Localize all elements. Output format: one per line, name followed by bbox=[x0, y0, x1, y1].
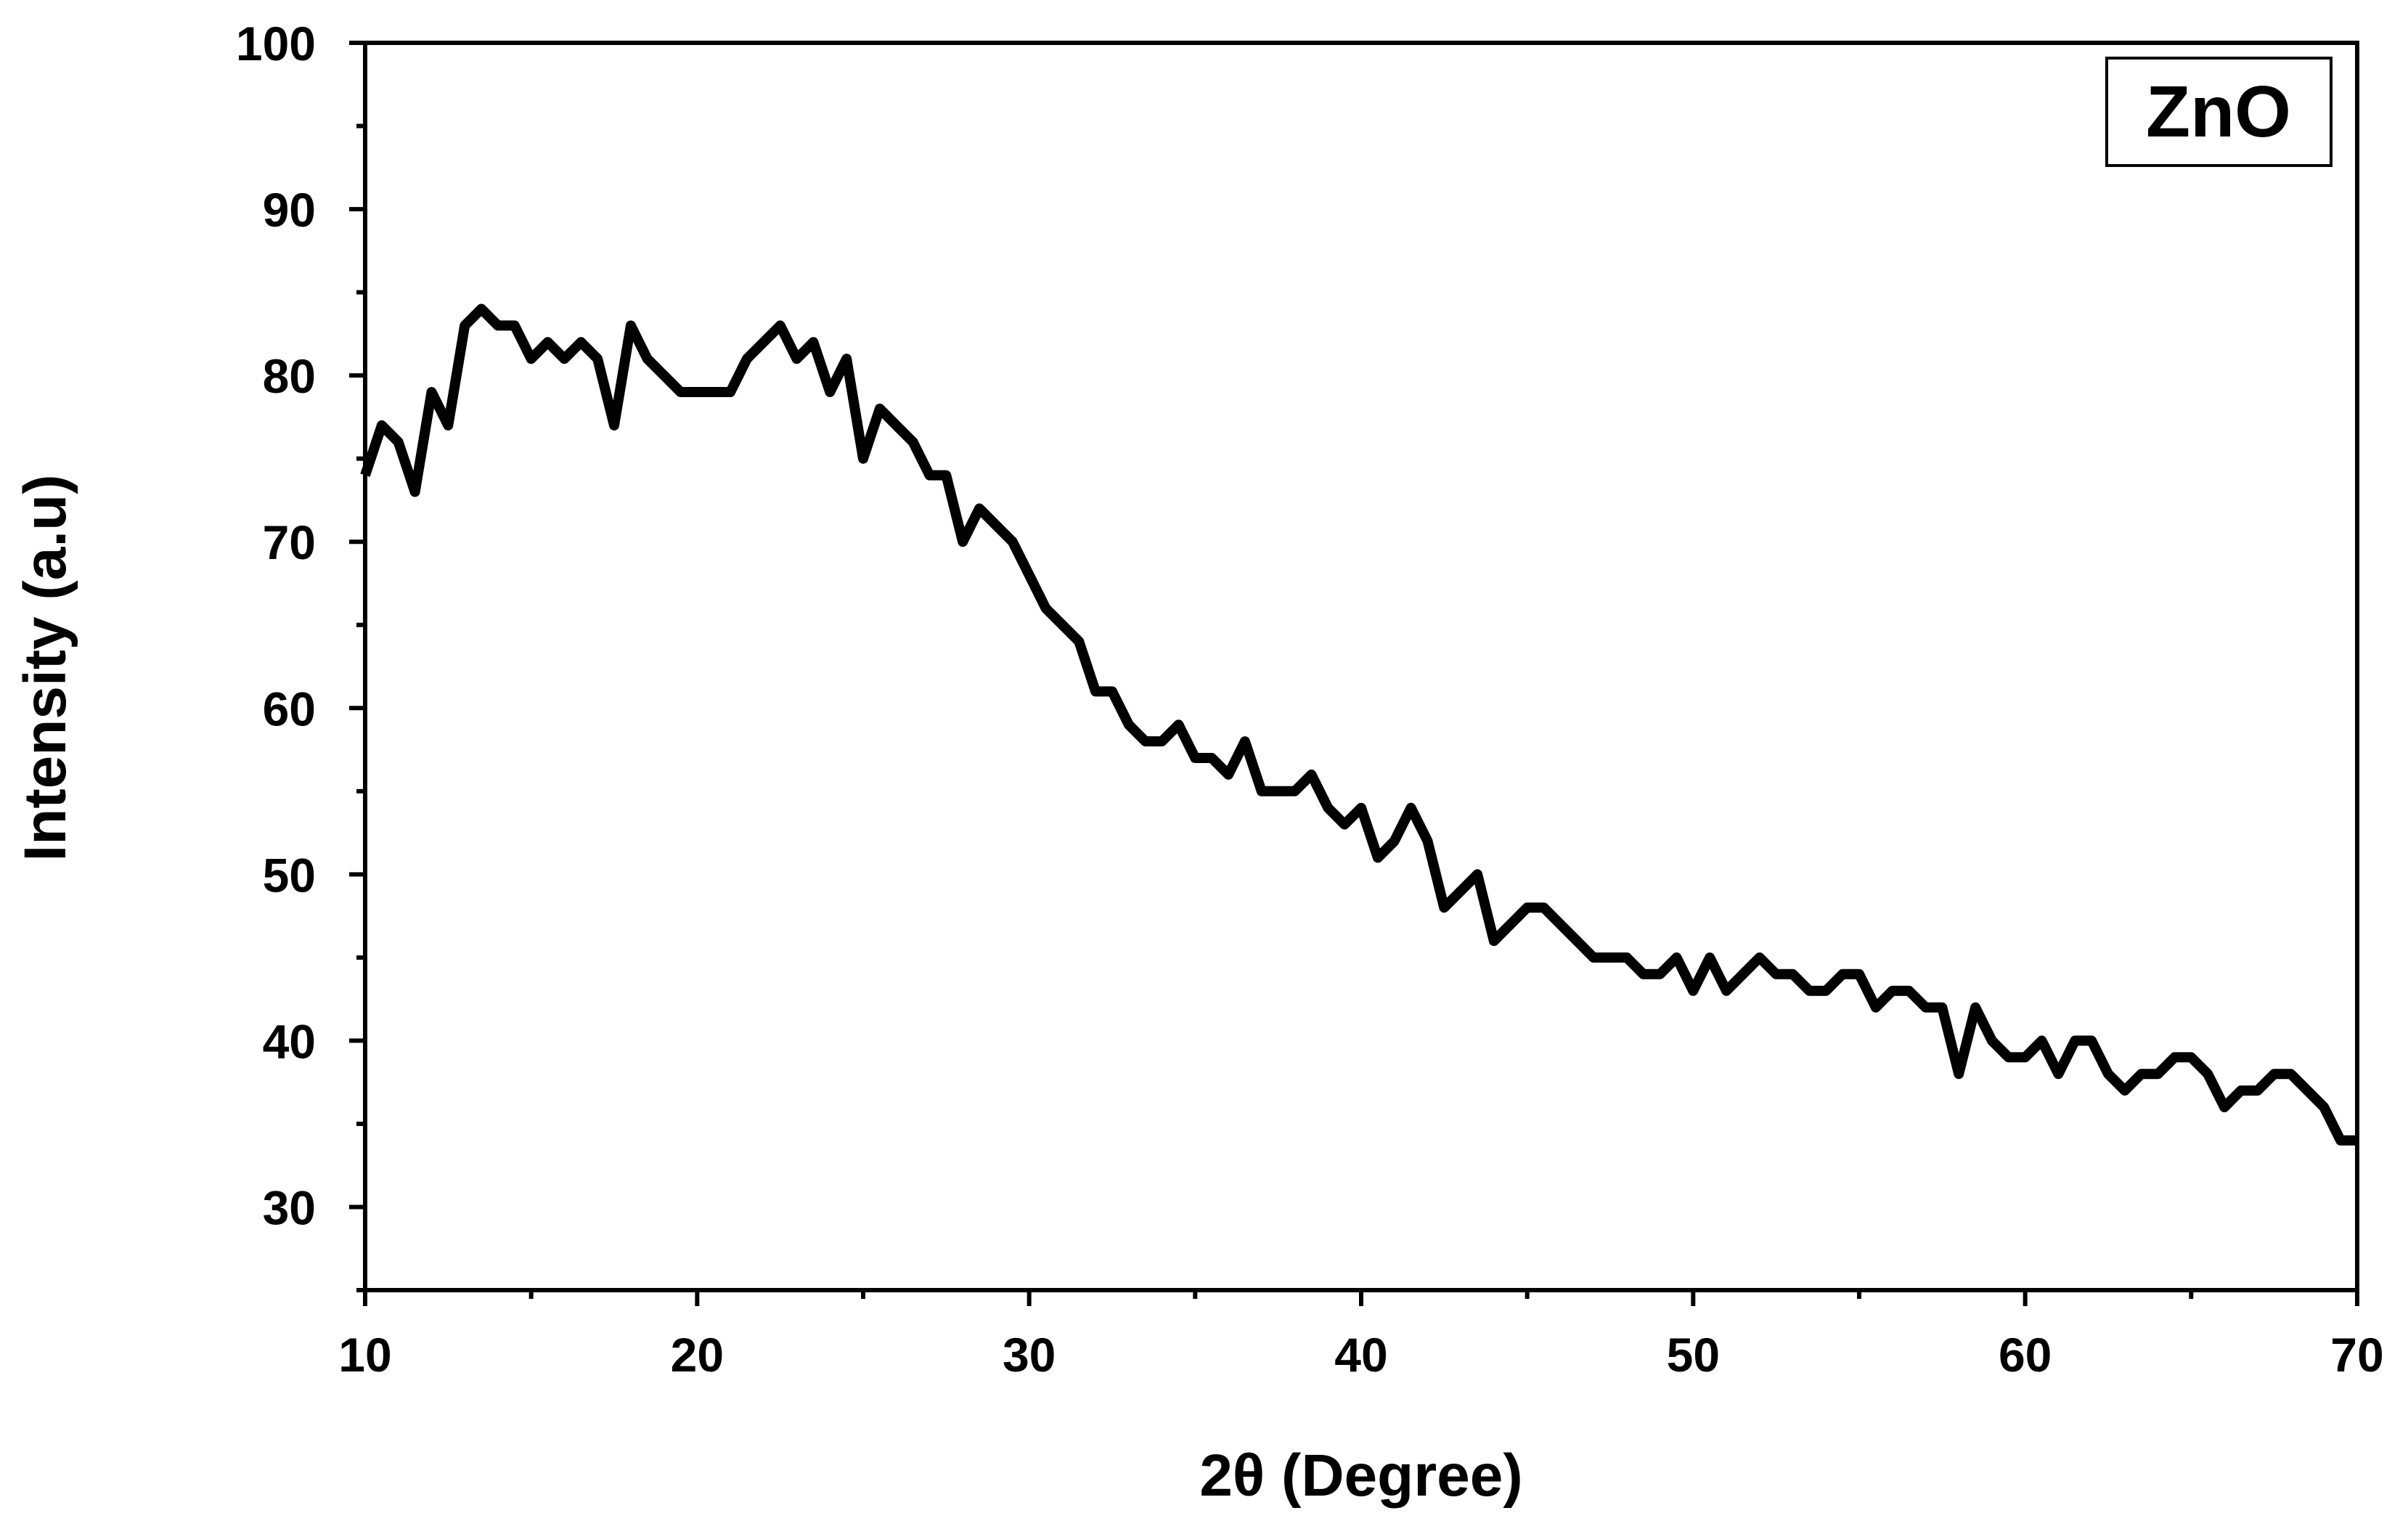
plot-frame bbox=[363, 41, 2359, 1292]
legend-label: ZnO bbox=[2146, 71, 2291, 152]
y-tick-label: 90 bbox=[263, 183, 316, 237]
y-tick-label: 100 bbox=[236, 17, 316, 70]
x-tick-label: 10 bbox=[338, 1328, 391, 1382]
y-tick-label: 60 bbox=[263, 682, 316, 735]
y-tick-label: 40 bbox=[263, 1014, 316, 1068]
x-tick-label: 20 bbox=[671, 1328, 724, 1382]
y-axis-label: Intensity (a.u) bbox=[12, 474, 78, 861]
legend-box bbox=[2105, 57, 2333, 167]
data-line bbox=[360, 303, 2357, 1146]
y-tick-label: 70 bbox=[263, 515, 316, 569]
x-tick-label: 60 bbox=[1999, 1328, 2052, 1382]
x-axis-label: 2θ (Degree) bbox=[1199, 1443, 1522, 1509]
x-tick-label: 30 bbox=[1003, 1328, 1056, 1382]
x-tick-label: 40 bbox=[1334, 1328, 1387, 1382]
x-tick-label: 50 bbox=[1667, 1328, 1720, 1382]
y-tick-label: 50 bbox=[263, 848, 316, 902]
y-tick-label: 80 bbox=[263, 349, 316, 403]
x-tick-label: 70 bbox=[2330, 1328, 2383, 1382]
y-tick-label: 30 bbox=[263, 1181, 316, 1234]
